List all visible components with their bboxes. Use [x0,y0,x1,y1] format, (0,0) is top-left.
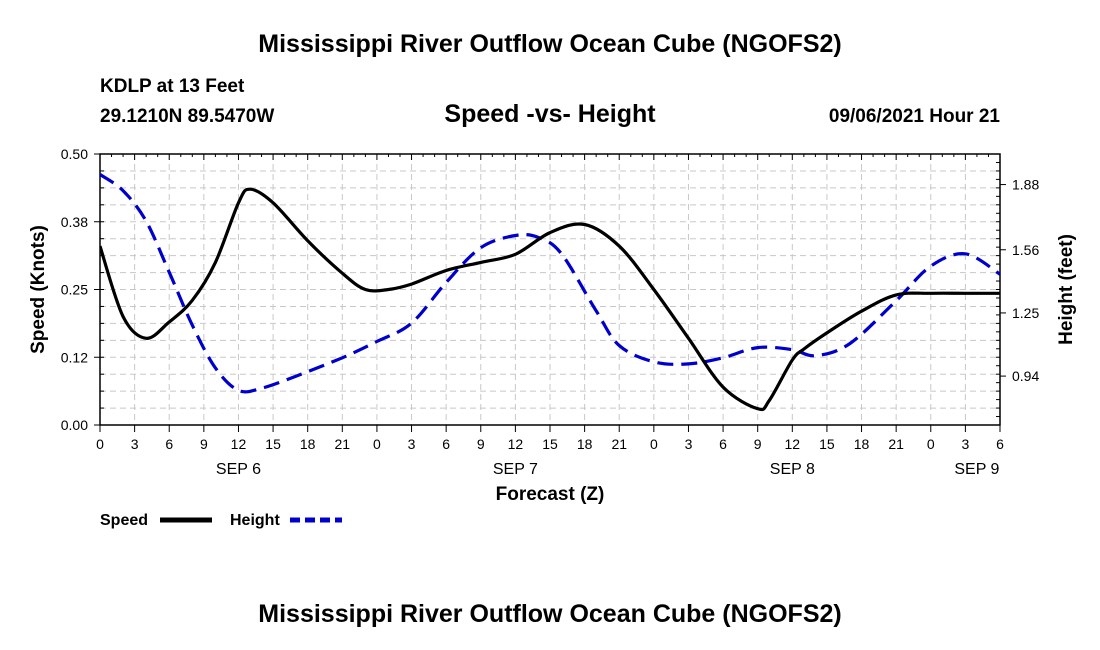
x-tick-label: 3 [961,436,969,452]
footer-title: Mississippi River Outflow Ocean Cube (NG… [258,600,842,628]
x-tick-label: 6 [719,436,727,452]
x-tick-label: 9 [200,436,208,452]
x-tick-label: 15 [819,436,835,452]
legend-label-speed: Speed [100,512,148,529]
y-tick-label-right: 1.88 [1012,177,1039,193]
y-tick-label-left: 0.38 [61,214,88,230]
coordinates-label: 29.1210N 89.5470W [100,106,275,127]
legend-label-height: Height [230,512,280,529]
legend: Speed Height [100,512,342,529]
x-tick-label: 6 [996,436,1004,452]
x-tick-label: 0 [373,436,381,452]
chart-title: Mississippi River Outflow Ocean Cube (NG… [258,30,842,58]
x-tick-label: 18 [300,436,316,452]
x-tick-label: 6 [442,436,450,452]
x-tick-label: 0 [927,436,935,452]
x-axis-label: Forecast (Z) [496,484,605,505]
x-tick-label: 0 [96,436,104,452]
x-tick-label: 3 [685,436,693,452]
datetime-label: 09/06/2021 Hour 21 [828,106,1000,127]
y-axis-label-left: Speed (Knots) [28,225,49,354]
date-label: SEP 6 [216,461,261,478]
y-axis-label-right: Height (feet) [1056,234,1077,345]
x-tick-label: 18 [577,436,593,452]
y-tick-label-left: 0.50 [61,146,88,162]
x-tick-label: 15 [265,436,281,452]
series-line-speed [100,187,1000,412]
x-tick-label: 21 [335,436,351,452]
x-tick-label: 15 [542,436,558,452]
x-tick-label: 9 [477,436,485,452]
chart-subtitle: Speed -vs- Height [444,100,656,128]
y-tick-label-right: 1.56 [1012,242,1039,258]
date-label: SEP 7 [493,461,538,478]
x-tick-label: 18 [854,436,870,452]
x-tick-label: 12 [231,436,247,452]
x-tick-label: 12 [785,436,801,452]
y-tick-label-right: 1.25 [1012,305,1039,321]
date-label: SEP 8 [770,461,815,478]
x-tick-label: 21 [888,436,904,452]
date-label: SEP 9 [954,461,999,478]
x-tick-label: 12 [508,436,524,452]
station-label: KDLP at 13 Feet [100,76,245,97]
y-tick-label-left: 0.25 [61,282,88,298]
x-tick-label: 3 [131,436,139,452]
x-tick-label: 6 [165,436,173,452]
x-tick-label: 3 [408,436,416,452]
x-tick-label: 21 [611,436,627,452]
y-tick-label-left: 0.00 [61,417,88,433]
grid-lines [100,154,1000,425]
y-tick-label-left: 0.12 [61,349,88,365]
series-line-height [100,173,1000,394]
x-tick-label: 9 [754,436,762,452]
x-tick-label: 0 [650,436,658,452]
y-tick-label-right: 0.94 [1012,368,1039,384]
